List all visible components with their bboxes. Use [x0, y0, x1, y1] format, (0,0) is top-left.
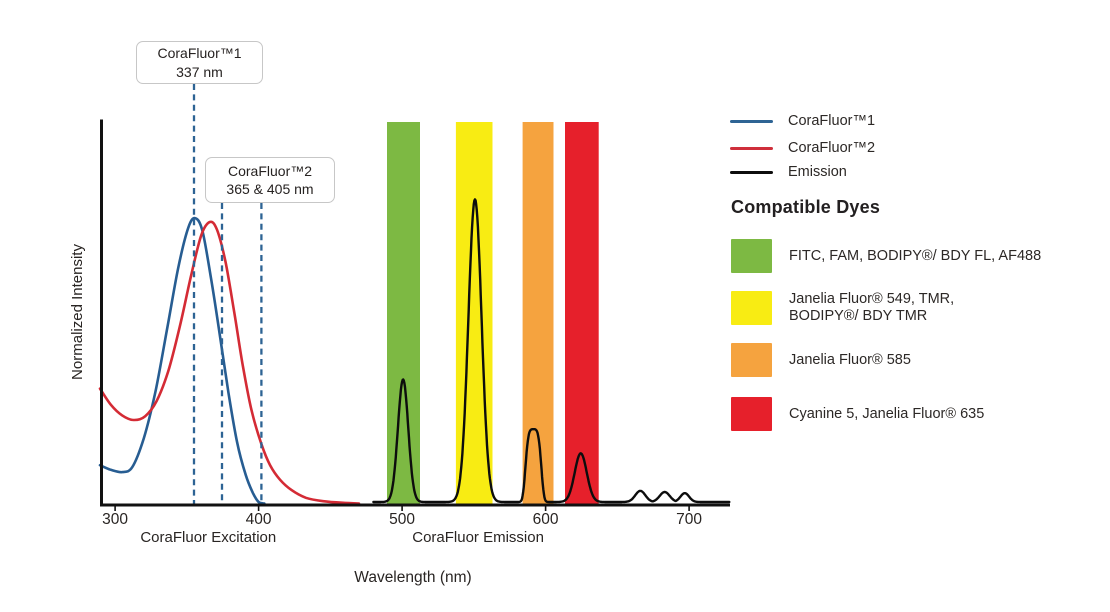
excitation-curves — [98, 216, 361, 505]
axes — [100, 119, 730, 507]
dye-label: Janelia Fluor® 549, TMR, BODIPY®/ BDY TM… — [789, 291, 955, 324]
legend-item-corafluor2: CoraFluor™2 — [730, 138, 875, 158]
x-tick-label: 600 — [533, 511, 559, 528]
x-tick-label: 300 — [102, 511, 128, 528]
corafluor1-line-swatch — [730, 119, 773, 123]
dye-row-red: Cyanine 5, Janelia Fluor® 635 — [731, 397, 984, 431]
filter-bands — [387, 122, 599, 504]
green-filter-band — [387, 122, 420, 504]
x-tick-label: 500 — [389, 511, 415, 528]
legend-label: CoraFluor™1 — [788, 113, 876, 129]
green-dye-swatch — [731, 239, 772, 273]
dye-label: FITC, FAM, BODIPY®/ BDY FL, AF488 — [789, 247, 1042, 264]
y-axis-title: Normalized Intensity — [69, 244, 86, 380]
x-tick-label: 700 — [676, 511, 702, 528]
legend-label: CoraFluor™2 — [788, 140, 876, 156]
orange-dye-swatch — [731, 343, 772, 377]
emission-curve — [372, 198, 731, 504]
excitation-curve-2 — [98, 220, 361, 505]
excitation-curve-1 — [98, 216, 266, 505]
callout-corafluor1-wavelength: 337 nm — [176, 63, 223, 80]
callout-corafluor1: CoraFluor™1 337 nm — [136, 41, 263, 84]
callout-corafluor2-name: CoraFluor™2 — [227, 162, 313, 179]
dye-row-yellow: Janelia Fluor® 549, TMR, BODIPY®/ BDY TM… — [731, 291, 954, 325]
axis-section-label: CoraFluor Emission — [412, 529, 544, 546]
compatible-dyes-heading: Compatible Dyes — [731, 197, 881, 217]
callout-corafluor2-wavelength: 365 & 405 nm — [226, 181, 314, 197]
legend-item-emission: Emission — [730, 162, 847, 182]
x-tick-label: 400 — [246, 511, 272, 528]
excitation-markers — [192, 84, 263, 504]
red-dye-swatch — [731, 397, 772, 431]
callout-corafluor1-name: CoraFluor™1 — [157, 45, 242, 62]
red-filter-band — [565, 122, 599, 504]
dye-row-orange: Janelia Fluor® 585 — [731, 343, 911, 377]
callout-corafluor2: CoraFluor™2 365 & 405 nm — [205, 157, 335, 203]
dye-label: Cyanine 5, Janelia Fluor® 635 — [789, 405, 985, 422]
legend-item-corafluor1: CoraFluor™1 — [730, 111, 875, 131]
emission-line-swatch — [730, 170, 773, 174]
x-ticks: 300 400 500 600 700 — [102, 506, 702, 528]
dye-label: Janelia Fluor® 585 — [789, 351, 911, 368]
corafluor2-line-swatch — [730, 146, 773, 150]
legend-label: Emission — [788, 164, 847, 180]
axis-section-label: CoraFluor Excitation — [140, 529, 276, 546]
yellow-dye-swatch — [731, 291, 772, 325]
dye-row-green: FITC, FAM, BODIPY®/ BDY FL, AF488 — [731, 239, 1041, 273]
x-axis-title: Wavelength (nm) — [354, 569, 471, 586]
